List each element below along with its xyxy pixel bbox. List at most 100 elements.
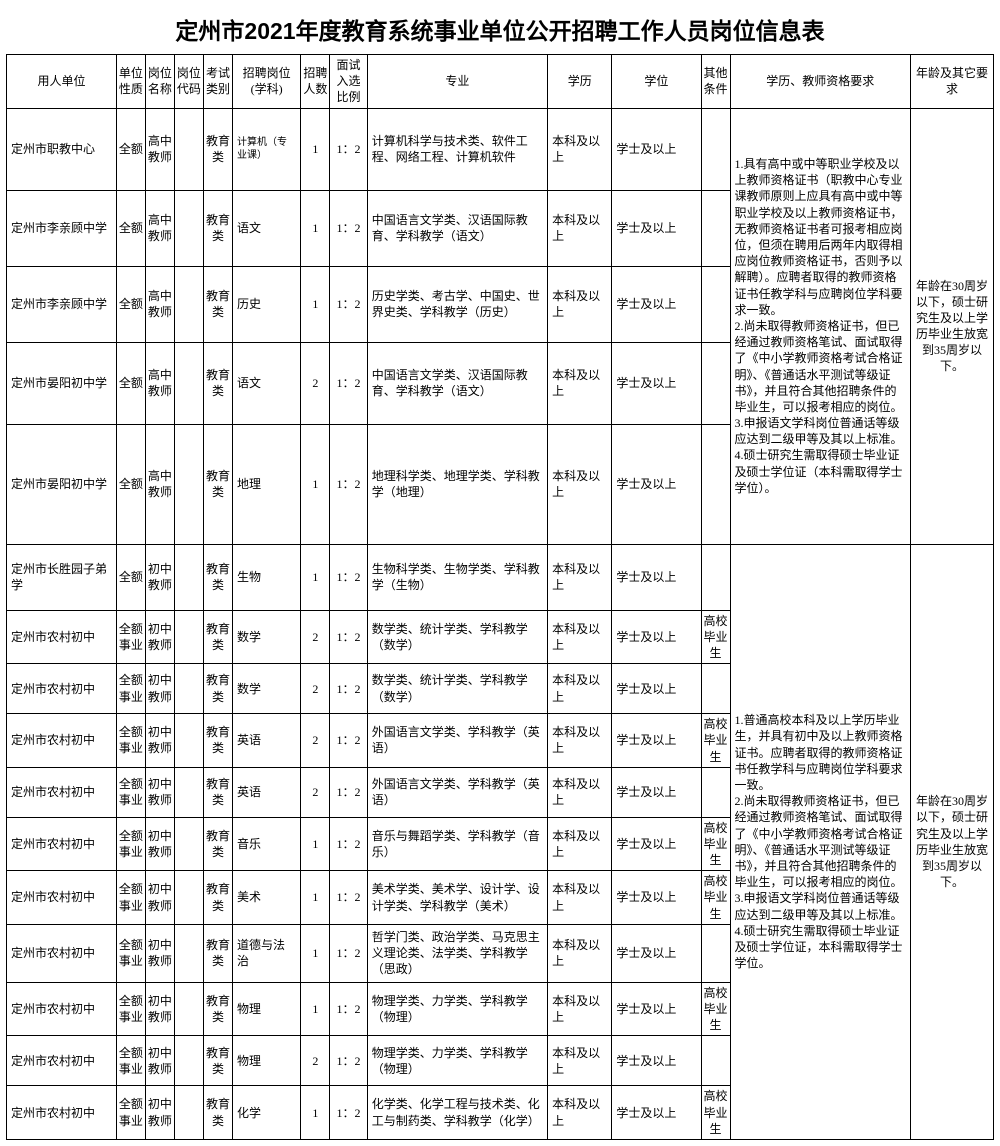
cell [174, 982, 203, 1036]
page-title: 定州市2021年度教育系统事业单位公开招聘工作人员岗位信息表 [6, 6, 994, 54]
cell: 教育类 [203, 544, 232, 610]
cell: 地理 [232, 424, 300, 544]
h-exam: 考试类别 [203, 55, 232, 109]
cell: 定州市李亲顾中学 [7, 190, 117, 266]
cell: 地理科学类、地理学类、学科教学（地理） [367, 424, 547, 544]
cell: 化学 [232, 1086, 300, 1140]
cell: 2 [301, 767, 330, 817]
cell: 本科及以上 [548, 1086, 612, 1140]
cell: 学士及以上 [612, 714, 701, 768]
cell: 1：2 [330, 982, 367, 1036]
cell: 定州市农村初中 [7, 664, 117, 714]
h-ratio: 面试入选比例 [330, 55, 367, 109]
cell [174, 871, 203, 925]
cell: 学士及以上 [612, 767, 701, 817]
cell: 本科及以上 [548, 924, 612, 982]
cell: 本科及以上 [548, 817, 612, 871]
cell: 化学类、化学工程与技术类、化工与制药类、学科教学（化学） [367, 1086, 547, 1140]
cell: 高中教师 [145, 190, 174, 266]
cell: 语文 [232, 190, 300, 266]
cell: 中国语言文学类、汉语国际教育、学科教学（语文） [367, 342, 547, 424]
cell: 教育类 [203, 871, 232, 925]
cell: 1 [301, 108, 330, 190]
cell: 物理学类、力学类、学科教学（物理） [367, 982, 547, 1036]
cell: 全额事业 [116, 664, 145, 714]
cell: 计算机科学与技术类、软件工程、网络工程、计算机软件 [367, 108, 547, 190]
cell: 教育类 [203, 924, 232, 982]
cell [174, 817, 203, 871]
cell: 1：2 [330, 1036, 367, 1086]
cell: 1 [301, 1086, 330, 1140]
cell: 初中教师 [145, 714, 174, 768]
cell: 本科及以上 [548, 266, 612, 342]
cell: 高校毕业生 [701, 610, 730, 664]
cell: 高校毕业生 [701, 1086, 730, 1140]
cell: 定州市农村初中 [7, 924, 117, 982]
cell: 定州市长胜园子弟学 [7, 544, 117, 610]
cell: 学士及以上 [612, 924, 701, 982]
cell: 英语 [232, 767, 300, 817]
cell: 全额事业 [116, 817, 145, 871]
cell [701, 767, 730, 817]
cell: 物理 [232, 1036, 300, 1086]
cell: 1：2 [330, 266, 367, 342]
cell: 本科及以上 [548, 544, 612, 610]
cell: 全额事业 [116, 767, 145, 817]
cell: 高中教师 [145, 108, 174, 190]
cell: 教育类 [203, 190, 232, 266]
cell: 外国语言文学类、学科教学（英语） [367, 767, 547, 817]
cell: 教育类 [203, 767, 232, 817]
cell: 全额事业 [116, 610, 145, 664]
age-block-1: 年龄在30周岁以下，硕士研究生及以上学历毕业生放宽到35周岁以下。 [910, 108, 993, 544]
cell [174, 1036, 203, 1086]
cell: 1 [301, 544, 330, 610]
cell: 高中教师 [145, 266, 174, 342]
cell: 音乐 [232, 817, 300, 871]
cell: 初中教师 [145, 1086, 174, 1140]
h-major: 专业 [367, 55, 547, 109]
cell: 全额 [116, 266, 145, 342]
cell: 全额事业 [116, 1086, 145, 1140]
h-deg: 学位 [612, 55, 701, 109]
cell: 教育类 [203, 1086, 232, 1140]
cell: 1 [301, 817, 330, 871]
header-row: 用人单位 单位性质 岗位名称 岗位代码 考试类别 招聘岗位(学科) 招聘人数 面… [7, 55, 994, 109]
cell [174, 266, 203, 342]
cell: 定州市农村初中 [7, 871, 117, 925]
cell [701, 924, 730, 982]
cell: 定州市农村初中 [7, 1086, 117, 1140]
cell: 学士及以上 [612, 424, 701, 544]
cell: 外国语言文学类、学科教学（英语） [367, 714, 547, 768]
cell: 初中教师 [145, 817, 174, 871]
cell: 初中教师 [145, 1036, 174, 1086]
cell: 高校毕业生 [701, 817, 730, 871]
cell: 定州市农村初中 [7, 610, 117, 664]
h-num: 招聘人数 [301, 55, 330, 109]
cell: 本科及以上 [548, 871, 612, 925]
cell [701, 664, 730, 714]
cell: 1：2 [330, 108, 367, 190]
cell: 2 [301, 714, 330, 768]
cell [174, 544, 203, 610]
cell: 学士及以上 [612, 610, 701, 664]
cell: 教育类 [203, 342, 232, 424]
req-block-1: 1.具有高中或中等职业学校及以上教师资格证书（职教中心专业课教师原则上应具有高中… [730, 108, 910, 544]
h-code: 岗位代码 [174, 55, 203, 109]
cell: 本科及以上 [548, 767, 612, 817]
cell: 1：2 [330, 190, 367, 266]
cell: 数学类、统计学类、学科教学（数学） [367, 610, 547, 664]
cell: 学士及以上 [612, 108, 701, 190]
cell: 定州市农村初中 [7, 714, 117, 768]
cell: 历史 [232, 266, 300, 342]
age-block-2: 年龄在30周岁以下，硕士研究生及以上学历毕业生放宽到35周岁以下。 [910, 544, 993, 1139]
cell: 1 [301, 871, 330, 925]
cell: 教育类 [203, 714, 232, 768]
cell: 本科及以上 [548, 342, 612, 424]
cell: 物理学类、力学类、学科教学（物理） [367, 1036, 547, 1086]
cell: 本科及以上 [548, 424, 612, 544]
cell: 2 [301, 664, 330, 714]
cell [701, 190, 730, 266]
cell: 高校毕业生 [701, 982, 730, 1036]
cell: 1 [301, 266, 330, 342]
cell: 1：2 [330, 871, 367, 925]
